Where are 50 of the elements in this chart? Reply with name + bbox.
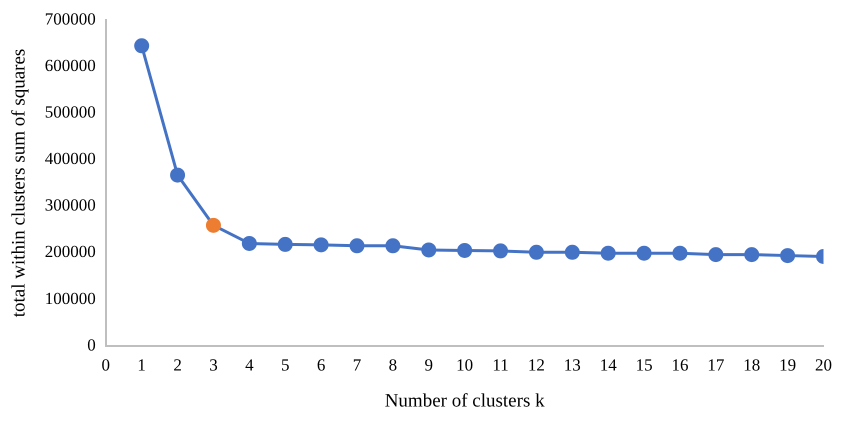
point	[170, 168, 186, 183]
x-tick-label: 1	[137, 355, 146, 374]
x-tick-label: 0	[102, 355, 110, 374]
point	[278, 236, 293, 252]
point	[242, 236, 257, 251]
y-tick-label: 200000	[44, 242, 96, 262]
x-tick-label: 7	[352, 355, 362, 374]
y-tick-label: 0	[87, 335, 96, 354]
x-tick-label: 3	[209, 355, 218, 374]
y-tick-label: 400000	[44, 149, 96, 168]
y-tick-label: 300000	[44, 196, 96, 215]
point	[134, 38, 150, 54]
x-tick-label: 13	[564, 355, 581, 374]
x-tick-label: 20	[815, 355, 832, 374]
point	[421, 242, 436, 258]
point	[780, 248, 796, 264]
x-tick-label: 16	[671, 355, 688, 374]
x-tick-label: 14	[600, 355, 618, 374]
x-tick-label: 18	[743, 355, 760, 374]
point	[493, 243, 508, 258]
y-tick-label: 600000	[44, 56, 96, 76]
point	[600, 246, 616, 261]
y-axis-title: total within clusters sum of squares	[8, 48, 30, 318]
y-tick-label: 100000	[44, 288, 96, 308]
point	[564, 244, 580, 260]
x-tick-label: 19	[779, 355, 796, 374]
x-tick-label: 11	[492, 355, 509, 374]
x-tick-label: 9	[424, 355, 434, 374]
point	[708, 247, 724, 262]
x-tick-label: 12	[528, 355, 545, 374]
y-tick-label: 700000	[44, 10, 96, 29]
x-tick-label: 5	[280, 355, 290, 374]
point	[385, 238, 400, 254]
x-tick-label: 4	[245, 355, 254, 374]
x-tick-label: 17	[707, 355, 725, 374]
x-tick-label: 15	[636, 355, 653, 374]
x-tick-label: 8	[388, 355, 398, 374]
y-tick-label: 500000	[44, 102, 96, 122]
point	[528, 244, 544, 260]
point	[349, 238, 364, 254]
x-axis-title: Number of clusters k	[384, 390, 546, 412]
point	[314, 237, 329, 252]
point	[636, 246, 652, 261]
x-tick-label: 6	[316, 355, 326, 374]
point	[672, 246, 688, 261]
x-tick-label: 10	[456, 355, 474, 374]
point	[744, 247, 760, 262]
point	[206, 218, 221, 233]
x-tick-label: 2	[173, 355, 182, 374]
point	[457, 242, 472, 258]
